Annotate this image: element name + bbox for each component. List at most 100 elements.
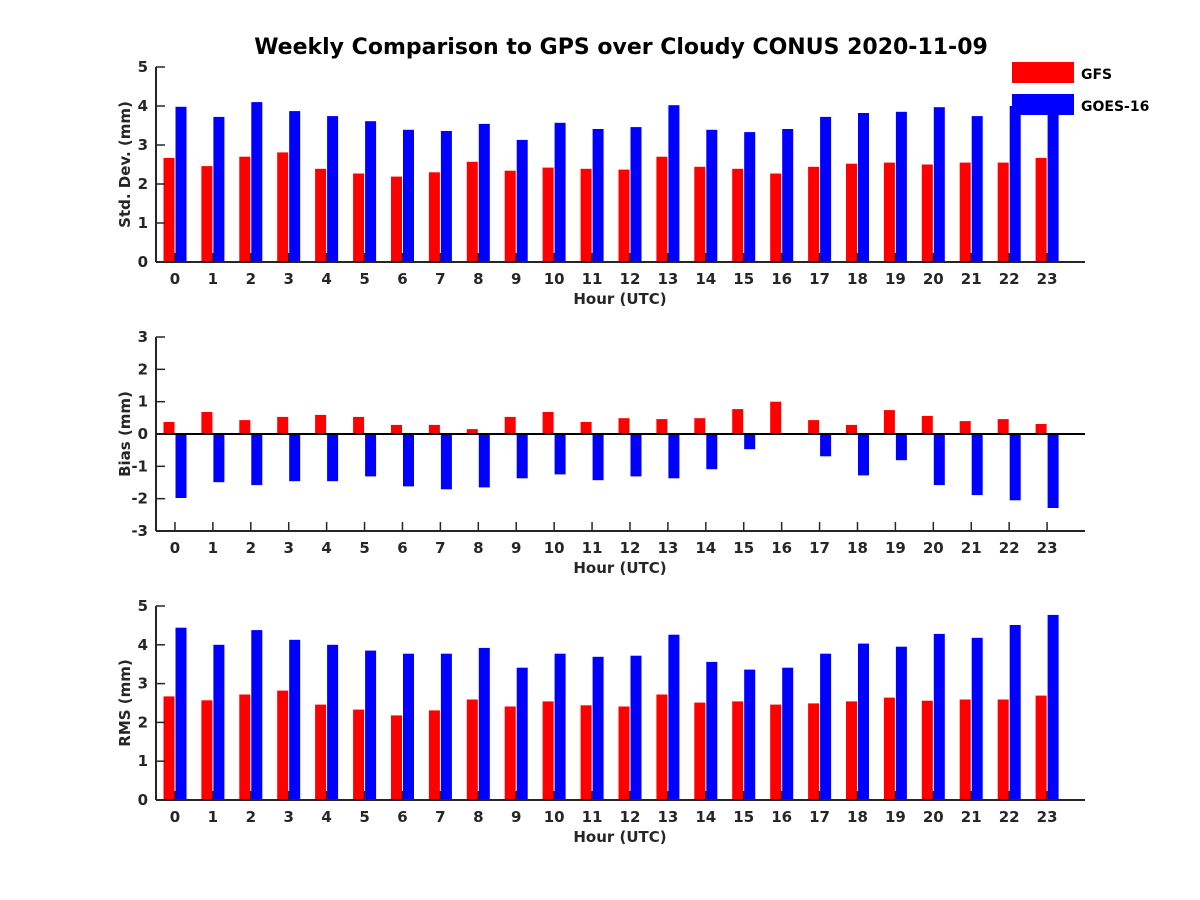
bar-goes-16-hour-13	[668, 105, 680, 262]
bar-gfs-hour-4	[315, 704, 327, 800]
bar-goes-16-hour-7	[440, 434, 452, 490]
y-tick-label: 5	[138, 58, 148, 76]
x-tick-label: 19	[885, 539, 906, 557]
y-tick-label: 0	[138, 253, 148, 271]
bar-goes-16-hour-20	[933, 434, 945, 486]
x-tick-label: 19	[885, 270, 906, 288]
bar-gfs-hour-2	[239, 156, 251, 262]
bar-goes-16-hour-1	[213, 434, 225, 483]
x-tick-label: 12	[620, 808, 641, 826]
bar-goes-16-hour-6	[403, 129, 414, 262]
legend-swatch-gfs	[1012, 62, 1074, 83]
x-tick-label: 13	[657, 808, 678, 826]
bar-gfs-hour-9	[504, 416, 516, 434]
legend-swatch-goes16	[1012, 94, 1074, 115]
x-tick-label: 15	[733, 808, 754, 826]
y-axis-label: Bias (mm)	[116, 391, 134, 477]
bar-gfs-hour-11	[580, 422, 592, 434]
bar-goes-16-hour-23	[1047, 106, 1059, 262]
x-tick-label: 17	[809, 808, 830, 826]
x-tick-label: 3	[283, 539, 293, 557]
bar-goes-16-hour-9	[516, 667, 528, 800]
bar-gfs-hour-1	[201, 700, 213, 800]
y-tick-label: 3	[138, 136, 148, 154]
x-tick-label: 21	[961, 270, 982, 288]
y-tick-label: 2	[138, 360, 148, 378]
bar-goes-16-hour-15	[744, 669, 756, 800]
x-tick-label: 20	[923, 270, 944, 288]
x-tick-label: 14	[695, 539, 716, 557]
bar-gfs-hour-14	[694, 166, 706, 262]
bar-goes-16-hour-5	[365, 121, 377, 262]
bar-goes-16-hour-11	[592, 434, 604, 481]
bar-goes-16-hour-10	[554, 434, 566, 475]
bar-gfs-hour-11	[580, 168, 592, 262]
x-tick-label: 9	[511, 539, 521, 557]
x-tick-label: 19	[885, 808, 906, 826]
x-tick-label: 15	[733, 270, 754, 288]
bar-goes-16-hour-19	[895, 111, 907, 262]
bar-gfs-hour-3	[277, 416, 289, 434]
x-axis-label: Hour (UTC)	[573, 559, 666, 577]
x-tick-label: 10	[544, 270, 565, 288]
x-tick-label: 18	[847, 539, 868, 557]
y-tick-label: 1	[138, 214, 148, 232]
x-tick-label: 21	[961, 539, 982, 557]
bar-gfs-hour-1	[201, 166, 213, 262]
bar-goes-16-hour-8	[478, 123, 490, 263]
bar-gfs-hour-13	[656, 156, 668, 262]
bar-gfs-hour-20	[921, 700, 933, 800]
x-tick-label: 7	[435, 270, 445, 288]
bar-goes-16-hour-5	[365, 434, 377, 477]
bar-goes-16-hour-23	[1047, 614, 1059, 800]
x-tick-label: 2	[246, 270, 256, 288]
y-tick-label: 3	[138, 328, 148, 346]
x-tick-label: 1	[208, 808, 218, 826]
bar-goes-16-hour-22	[1009, 434, 1021, 501]
bar-gfs-hour-5	[353, 709, 365, 800]
bar-gfs-hour-12	[618, 418, 630, 434]
bar-gfs-hour-10	[542, 167, 554, 262]
x-tick-label: 16	[771, 539, 792, 557]
bar-gfs-hour-21	[959, 162, 971, 262]
bar-gfs-hour-6	[391, 424, 402, 434]
bar-gfs-hour-2	[239, 694, 251, 800]
y-axis-label: Std. Dev. (mm)	[116, 101, 134, 228]
x-tick-label: 23	[1037, 539, 1058, 557]
x-tick-label: 5	[359, 270, 369, 288]
x-tick-label: 0	[170, 270, 180, 288]
bar-goes-16-hour-16	[782, 667, 794, 800]
bar-gfs-hour-16	[770, 401, 782, 434]
x-tick-label: 20	[923, 539, 944, 557]
bar-gfs-hour-8	[466, 429, 478, 434]
bar-gfs-hour-17	[808, 420, 820, 434]
y-axis-label: RMS (mm)	[116, 659, 134, 746]
bar-gfs-hour-18	[846, 424, 857, 434]
bar-goes-16-hour-19	[895, 646, 907, 800]
x-tick-label: 13	[657, 270, 678, 288]
x-tick-label: 8	[473, 539, 483, 557]
bar-goes-16-hour-2	[251, 630, 263, 800]
bar-goes-16-hour-2	[251, 434, 263, 486]
bar-goes-16-hour-1	[213, 116, 225, 263]
bar-goes-16-hour-21	[971, 116, 983, 262]
bar-goes-16-hour-11	[592, 656, 604, 800]
x-tick-label: 22	[999, 808, 1020, 826]
x-tick-label: 4	[321, 270, 331, 288]
bar-goes-16-hour-17	[820, 653, 832, 800]
bar-gfs-hour-0	[163, 157, 175, 262]
x-tick-label: 10	[544, 808, 565, 826]
bar-goes-16-hour-14	[706, 661, 718, 800]
x-tick-label: 23	[1037, 270, 1058, 288]
bar-gfs-hour-10	[542, 701, 554, 800]
bar-goes-16-hour-22	[1009, 106, 1021, 262]
bar-goes-16-hour-9	[516, 434, 528, 479]
bar-gfs-hour-12	[618, 169, 630, 262]
bar-goes-16-hour-8	[478, 434, 490, 488]
x-tick-label: 22	[999, 539, 1020, 557]
bar-goes-16-hour-23	[1047, 434, 1059, 508]
x-tick-label: 5	[359, 808, 369, 826]
x-tick-label: 3	[283, 808, 293, 826]
